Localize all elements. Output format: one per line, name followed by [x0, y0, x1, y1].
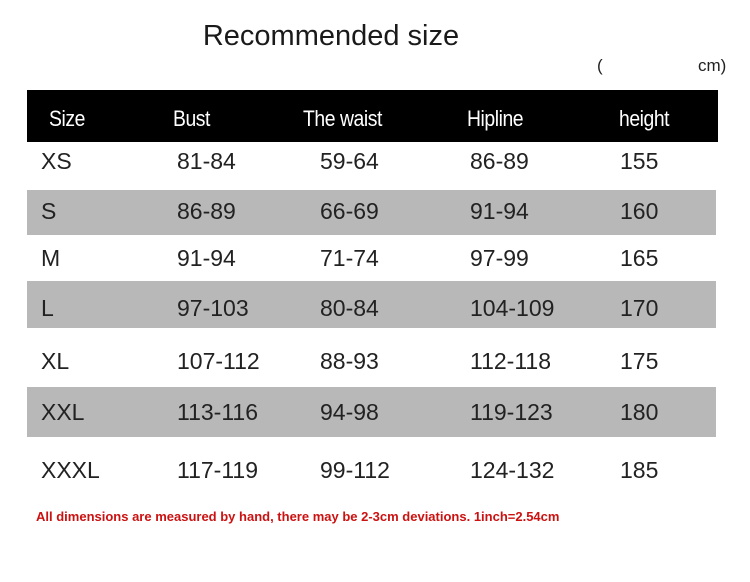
- header-size: Size: [49, 106, 85, 131]
- cell-waist: 66-69: [320, 198, 379, 224]
- cell-height: 165: [620, 245, 659, 271]
- cell-waist: 59-64: [320, 148, 379, 174]
- cell-hip: 91-94: [470, 198, 529, 224]
- measurement-note: All dimensions are measured by hand, the…: [36, 509, 560, 524]
- cell-height: 170: [620, 295, 659, 321]
- cell-hip: 112-118: [470, 348, 551, 374]
- cell-size: XL: [41, 348, 70, 374]
- cell-hip: 104-109: [470, 295, 555, 321]
- header-height: height: [619, 106, 670, 131]
- cell-waist: 88-93: [320, 348, 379, 374]
- cell-bust: 107-112: [177, 348, 260, 374]
- cell-waist: 80-84: [320, 295, 379, 321]
- cell-hip: 119-123: [470, 399, 553, 425]
- table-row: [27, 281, 716, 328]
- cell-size: M: [41, 245, 61, 271]
- cell-bust: 86-89: [177, 198, 236, 224]
- cell-height: 160: [620, 198, 659, 224]
- cell-size: L: [41, 295, 54, 321]
- cell-hip: 86-89: [470, 148, 529, 174]
- header-waist: The waist: [303, 106, 382, 131]
- cell-waist: 71-74: [320, 245, 379, 271]
- cell-bust: 81-84: [177, 148, 236, 174]
- cell-size: XXL: [41, 399, 85, 425]
- cell-bust: 91-94: [177, 245, 236, 271]
- cell-size: XXXL: [41, 457, 100, 483]
- cell-waist: 94-98: [320, 399, 379, 425]
- cell-hip: 124-132: [470, 457, 555, 483]
- cell-height: 175: [620, 348, 659, 374]
- cell-bust: 117-119: [177, 457, 258, 483]
- cell-bust: 97-103: [177, 295, 249, 321]
- cell-size: XS: [41, 148, 72, 174]
- cell-hip: 97-99: [470, 245, 529, 271]
- table-row: [27, 387, 716, 437]
- cell-size: S: [41, 198, 57, 224]
- header-hipline: Hipline: [467, 106, 524, 131]
- cell-height: 185: [620, 457, 659, 483]
- cell-height: 155: [620, 148, 659, 174]
- cell-height: 180: [620, 399, 659, 425]
- cell-waist: 99-112: [320, 457, 390, 483]
- cell-bust: 113-116: [177, 399, 258, 425]
- header-bust: Bust: [173, 106, 210, 131]
- page-title: Recommended size: [202, 20, 460, 52]
- table-row: [27, 190, 716, 235]
- unit-label: cm): [698, 56, 727, 75]
- table-header: Size Bust The waist Hipline height: [27, 90, 718, 142]
- unit-open-paren: (: [597, 56, 603, 75]
